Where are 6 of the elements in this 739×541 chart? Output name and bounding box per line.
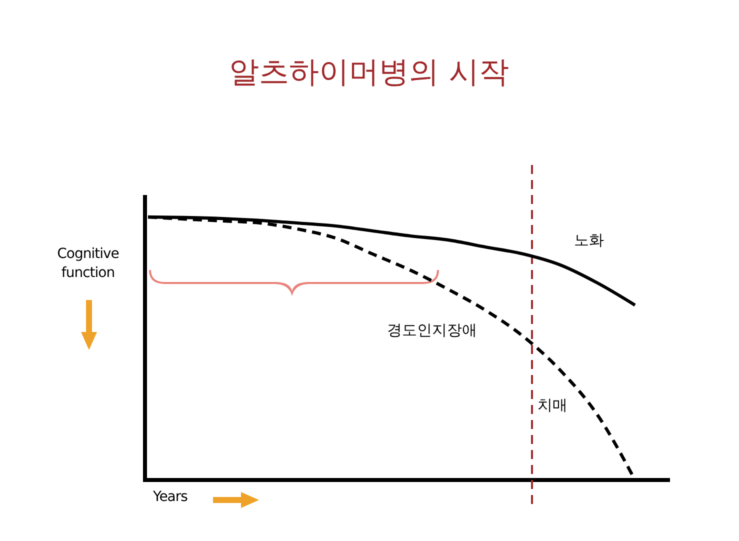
y-axis-title: Cognitive function <box>57 246 119 281</box>
chart-title: 알츠하이머병의 시작 <box>229 55 509 90</box>
annotation: 경도인지장애 <box>387 321 477 339</box>
x-axis-title: Years <box>152 489 188 505</box>
series-label: 노화 <box>574 230 604 249</box>
series-label: 치매 <box>538 396 568 414</box>
